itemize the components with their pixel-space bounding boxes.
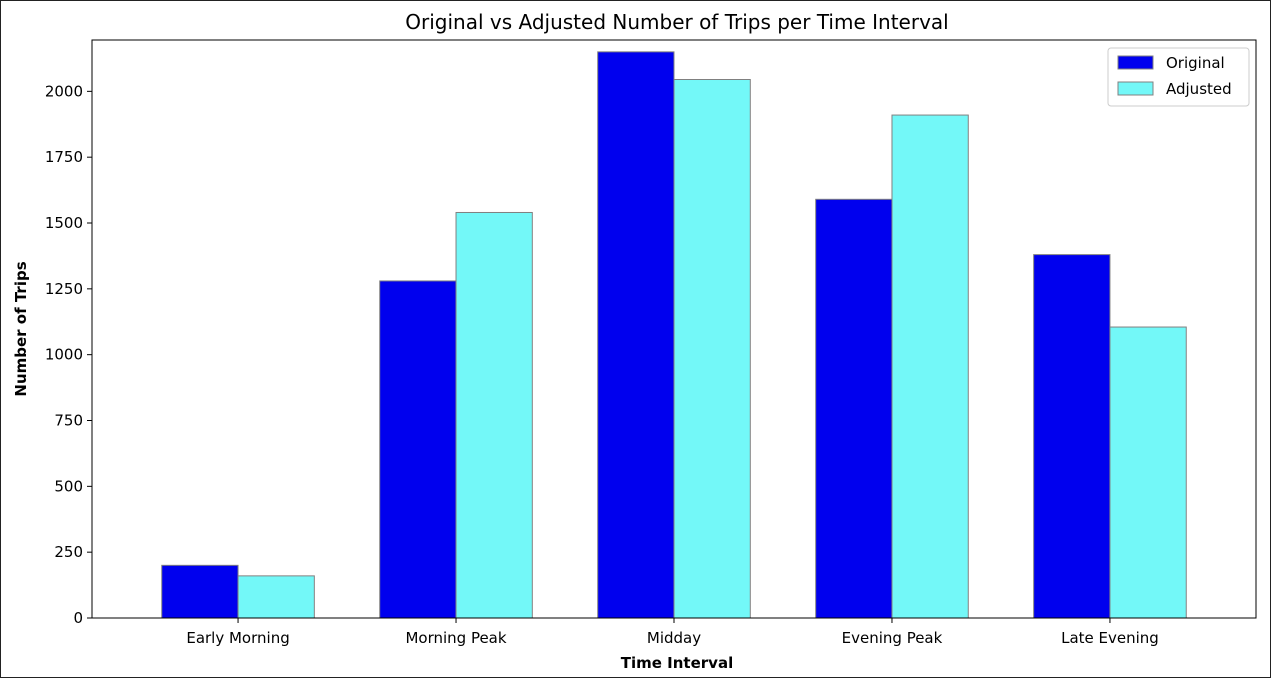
x-axis-label: Time Interval xyxy=(621,654,733,672)
bar-original-late-evening xyxy=(1033,254,1111,619)
bar-original-midday xyxy=(597,51,675,619)
bar-original-evening-peak xyxy=(815,198,893,619)
x-tick-label: Evening Peak xyxy=(842,629,943,647)
y-tick-label: 500 xyxy=(54,477,83,495)
legend: Original Adjusted xyxy=(1107,47,1250,107)
y-axis: 0 250 500 750 1000 1250 1500 1750 2000 xyxy=(45,82,92,627)
y-tick-label: 2000 xyxy=(45,82,83,100)
bar-original-morning-peak xyxy=(379,280,457,619)
y-tick-label: 250 xyxy=(54,543,83,561)
bar-original-early-morning xyxy=(161,564,239,619)
legend-swatch-original xyxy=(1117,55,1154,70)
y-tick-label: 0 xyxy=(73,609,83,627)
x-tick-label: Midday xyxy=(647,629,701,647)
y-axis-label: Number of Trips xyxy=(12,261,30,396)
bar-adjusted-midday xyxy=(673,79,751,619)
legend-label-adjusted: Adjusted xyxy=(1166,80,1232,98)
y-tick-label: 1750 xyxy=(45,148,83,166)
bar-adjusted-early-morning xyxy=(237,575,315,619)
y-tick-label: 1250 xyxy=(45,280,83,298)
x-tick-label: Early Morning xyxy=(186,629,289,647)
y-tick-label: 750 xyxy=(54,412,83,430)
bar-adjusted-evening-peak xyxy=(891,114,969,619)
bars-layer xyxy=(161,51,1187,619)
x-tick-label: Morning Peak xyxy=(405,629,506,647)
x-axis: Early Morning Morning Peak Midday Evening P… xyxy=(186,618,1159,647)
y-tick-label: 1500 xyxy=(45,214,83,232)
legend-label-original: Original xyxy=(1166,54,1225,72)
y-tick-label: 1000 xyxy=(45,346,83,364)
bar-adjusted-morning-peak xyxy=(455,211,533,619)
legend-swatch-adjusted xyxy=(1117,81,1154,96)
bar-adjusted-late-evening xyxy=(1109,326,1187,619)
x-tick-label: Late Evening xyxy=(1061,629,1159,647)
chart-title: Original vs Adjusted Number of Trips per… xyxy=(405,10,948,34)
